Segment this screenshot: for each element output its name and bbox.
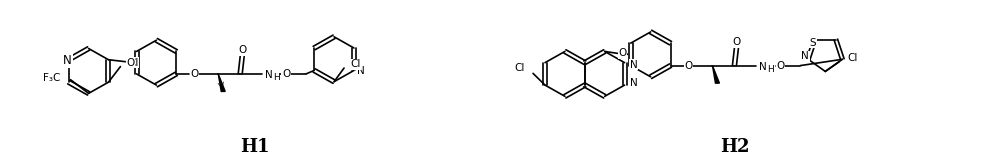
Text: S: S <box>809 38 816 48</box>
Text: O: O <box>619 48 627 58</box>
Text: O: O <box>190 69 198 79</box>
Polygon shape <box>218 74 225 91</box>
Text: O: O <box>126 58 135 68</box>
Text: H: H <box>273 73 280 82</box>
Polygon shape <box>712 66 719 83</box>
Text: H: H <box>767 65 774 74</box>
Text: O: O <box>732 37 741 47</box>
Text: Cl: Cl <box>847 53 858 63</box>
Text: H1: H1 <box>241 138 270 156</box>
Text: N: N <box>63 54 72 67</box>
Text: H2: H2 <box>720 138 749 156</box>
Text: Cl: Cl <box>515 63 525 73</box>
Text: F₃C: F₃C <box>43 73 61 83</box>
Text: O: O <box>282 69 290 79</box>
Text: N: N <box>265 70 273 80</box>
Text: O: O <box>238 46 246 55</box>
Text: O: O <box>776 61 784 71</box>
Text: Cl: Cl <box>128 58 139 68</box>
Text: N: N <box>759 62 767 72</box>
Text: N: N <box>801 51 809 61</box>
Text: Cl: Cl <box>350 59 360 69</box>
Text: N: N <box>630 78 637 88</box>
Text: N: N <box>630 60 637 70</box>
Text: N: N <box>357 66 365 76</box>
Text: O: O <box>684 61 693 71</box>
